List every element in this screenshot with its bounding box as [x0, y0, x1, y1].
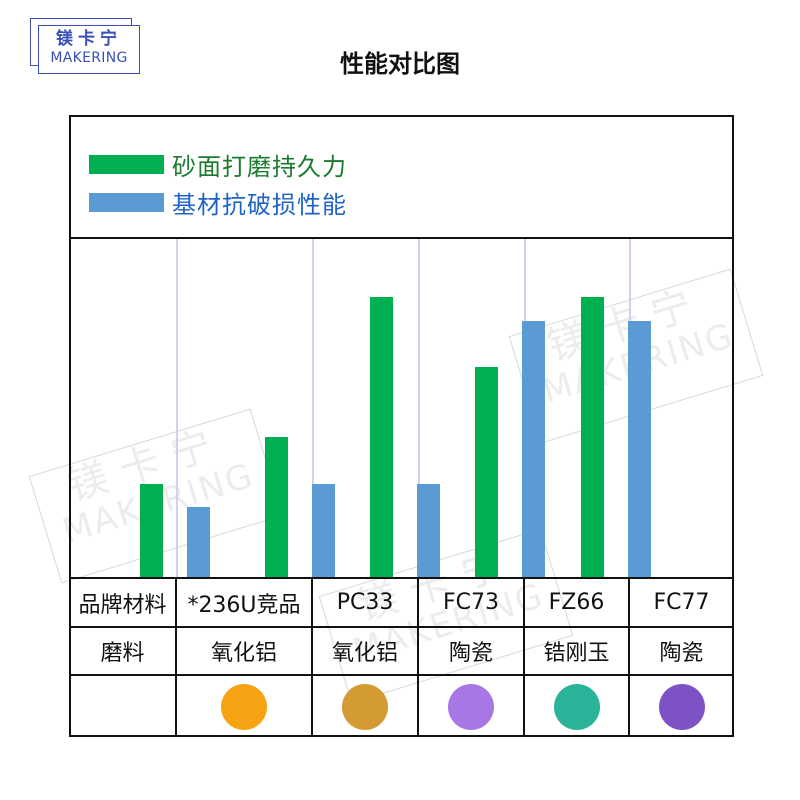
legend-label: 基材抗破损性能 [172, 190, 347, 219]
color-swatch-dot [553, 683, 600, 730]
bar-durability [139, 483, 163, 577]
color-cell [176, 676, 312, 737]
legend-item-break-resistance: 基材抗破损性能 [89, 187, 347, 219]
abrasive-cell: 陶瓷 [448, 641, 493, 666]
row-header-abrasive: 磨料 [100, 641, 145, 666]
table-row-color [69, 674, 734, 737]
table-bottom-border [69, 735, 734, 737]
comparison-table: 品牌材料 *236U竞品 PC33 FC73 FZ66 FC77 磨料 氧化铝 … [69, 577, 734, 737]
plot-area [71, 239, 732, 577]
chart-legend: 砂面打磨持久力 基材抗破损性能 [69, 115, 734, 239]
color-cell [524, 676, 629, 737]
color-cell [312, 676, 418, 737]
table-divider [628, 577, 630, 737]
brand-cell: FC73 [442, 590, 499, 615]
brand-logo: 镁卡宁 MAKERING [30, 18, 140, 74]
color-swatch-dot [448, 683, 494, 730]
table-divider [311, 577, 313, 737]
bar-durability [264, 437, 288, 577]
color-swatch-dot [658, 683, 705, 730]
gridline [176, 239, 178, 577]
color-swatch-dot [221, 683, 267, 730]
table-divider [523, 577, 525, 737]
brand-cell: PC33 [336, 590, 394, 615]
color-cell [418, 676, 524, 737]
abrasive-cell: 锆刚玉 [543, 641, 610, 666]
row-header-brand: 品牌材料 [78, 592, 167, 618]
row-header-color [69, 676, 176, 737]
page-title: 性能对比图 [340, 50, 460, 78]
legend-label: 砂面打磨持久力 [172, 152, 347, 181]
color-swatch-dot [342, 683, 388, 730]
brand-cell: FC77 [653, 590, 710, 615]
bar-break-resistance [416, 483, 440, 577]
logo-cn-text: 镁卡宁 [56, 29, 122, 49]
abrasive-cell: 氧化铝 [331, 641, 398, 666]
bar-durability [475, 367, 498, 577]
bar-break-resistance [186, 507, 210, 577]
abrasive-cell: 氧化铝 [210, 641, 277, 666]
bar-durability [580, 297, 604, 577]
color-cell [629, 676, 734, 737]
gridline [312, 239, 314, 577]
brand-cell: FZ66 [548, 590, 605, 615]
logo-front-frame: 镁卡宁 MAKERING [38, 25, 140, 74]
logo-en-text: MAKERING [50, 50, 128, 66]
gridline [418, 239, 420, 577]
table-divider [417, 577, 419, 737]
brand-cell: *236U竞品 [187, 592, 301, 618]
bar-durability [369, 297, 393, 577]
table-divider [175, 577, 177, 737]
table-row-abrasive: 磨料 氧化铝 氧化铝 陶瓷 锆刚玉 陶瓷 [69, 626, 734, 674]
legend-swatch-blue [89, 192, 164, 212]
legend-item-durability: 砂面打磨持久力 [89, 149, 347, 181]
bar-break-resistance [627, 320, 651, 577]
legend-swatch-green [89, 154, 164, 174]
bar-break-resistance [522, 320, 545, 577]
abrasive-cell: 陶瓷 [659, 641, 704, 666]
bar-break-resistance [311, 483, 335, 577]
table-row-brand: 品牌材料 *236U竞品 PC33 FC73 FZ66 FC77 [69, 577, 734, 626]
